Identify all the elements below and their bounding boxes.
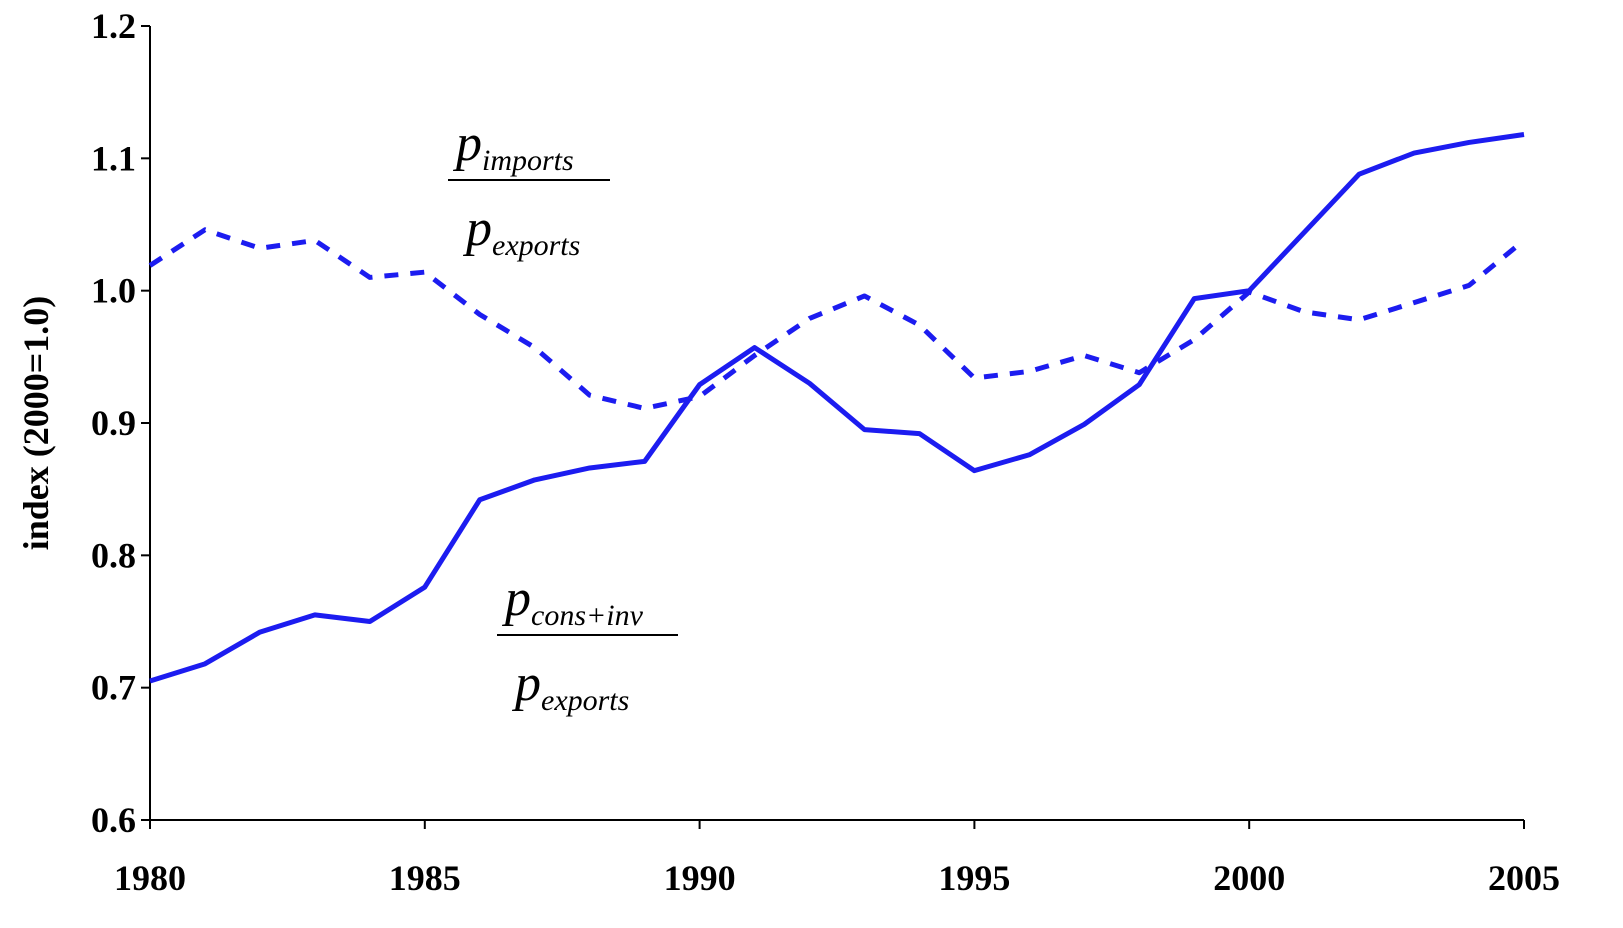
y-tick-label: 0.7 [91, 668, 136, 708]
fraction-part: pimports [452, 115, 574, 177]
x-tick-label: 2000 [1213, 858, 1285, 898]
fraction-subscript: imports [482, 144, 574, 177]
fraction-symbol: p [452, 115, 482, 172]
y-tick-label: 0.8 [91, 535, 136, 575]
series-line [149, 132, 1525, 684]
series-line [148, 227, 1526, 411]
y-tick-label: 0.9 [91, 403, 136, 443]
fraction-part: pexports [462, 200, 580, 262]
y-tick-label: 0.6 [91, 800, 136, 840]
x-tick-label: 1995 [938, 858, 1010, 898]
y-tick-label: 1.0 [91, 271, 136, 311]
fraction-symbol: p [511, 655, 541, 712]
x-tick-label: 1985 [389, 858, 461, 898]
x-tick-label: 1990 [664, 858, 736, 898]
fraction-symbol: p [501, 570, 531, 627]
fraction-symbol: p [462, 200, 492, 257]
fraction-subscript: exports [492, 229, 580, 262]
y-axis-label: index (2000=1.0) [16, 296, 56, 551]
x-tick-label: 2005 [1488, 858, 1560, 898]
fraction-part: pcons+inv [501, 570, 644, 632]
x-tick-label: 1980 [114, 858, 186, 898]
y-tick-label: 1.1 [91, 138, 136, 178]
fraction-subscript: cons+inv [531, 599, 644, 632]
y-tick-label: 1.2 [91, 6, 136, 46]
fraction-part: pexports [511, 655, 629, 717]
fraction-subscript: exports [541, 684, 629, 717]
